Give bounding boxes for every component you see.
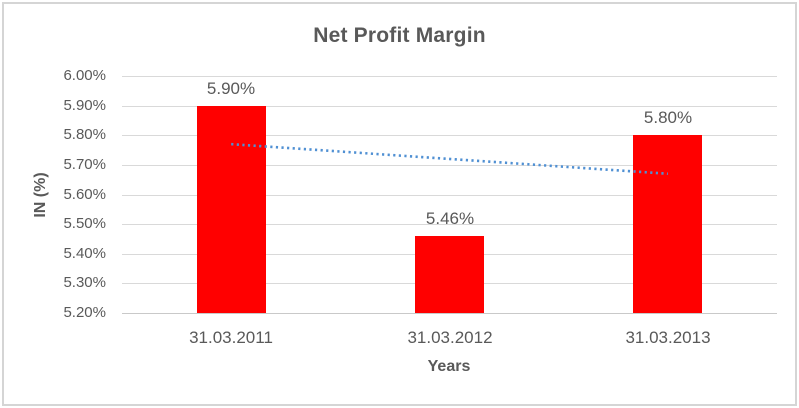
data-label-31.03.2012: 5.46% xyxy=(425,209,475,228)
gridline-5.90% xyxy=(122,106,777,107)
y-tick-label: 5.50% xyxy=(63,215,106,232)
x-tick-label-31.03.2012: 31.03.2012 xyxy=(407,328,493,347)
x-axis-title: Years xyxy=(427,358,471,375)
gridline-6.00% xyxy=(122,76,777,77)
chart-title: Net Profit Margin xyxy=(313,24,486,47)
gridline-5.50% xyxy=(122,224,777,225)
y-tick-label: 5.20% xyxy=(63,304,106,321)
y-tick-label: 6.00% xyxy=(63,67,106,84)
trendline-dotted-line xyxy=(231,142,668,176)
y-tick-label: 5.70% xyxy=(63,156,106,173)
y-tick-label: 5.40% xyxy=(63,245,106,262)
gridline-5.80% xyxy=(122,135,777,136)
y-tick-label: 5.30% xyxy=(63,274,106,291)
data-label-31.03.2013: 5.80% xyxy=(643,108,693,127)
y-tick-label: 5.60% xyxy=(63,186,106,203)
x-tick-label-31.03.2011: 31.03.2011 xyxy=(189,328,273,347)
x-tick-label-31.03.2013: 31.03.2013 xyxy=(625,328,711,347)
y-axis-title: IN (%) xyxy=(32,172,49,218)
data-label-31.03.2011: 5.90% xyxy=(206,79,256,98)
bar-31.03.2012 xyxy=(415,236,484,313)
y-tick-label: 5.90% xyxy=(63,97,106,114)
y-tick-label: 5.80% xyxy=(63,126,106,143)
bar-31.03.2011 xyxy=(197,106,266,313)
bar-31.03.2013 xyxy=(633,135,702,313)
gridline-5.20% xyxy=(122,313,777,314)
gridline-5.60% xyxy=(122,195,777,196)
